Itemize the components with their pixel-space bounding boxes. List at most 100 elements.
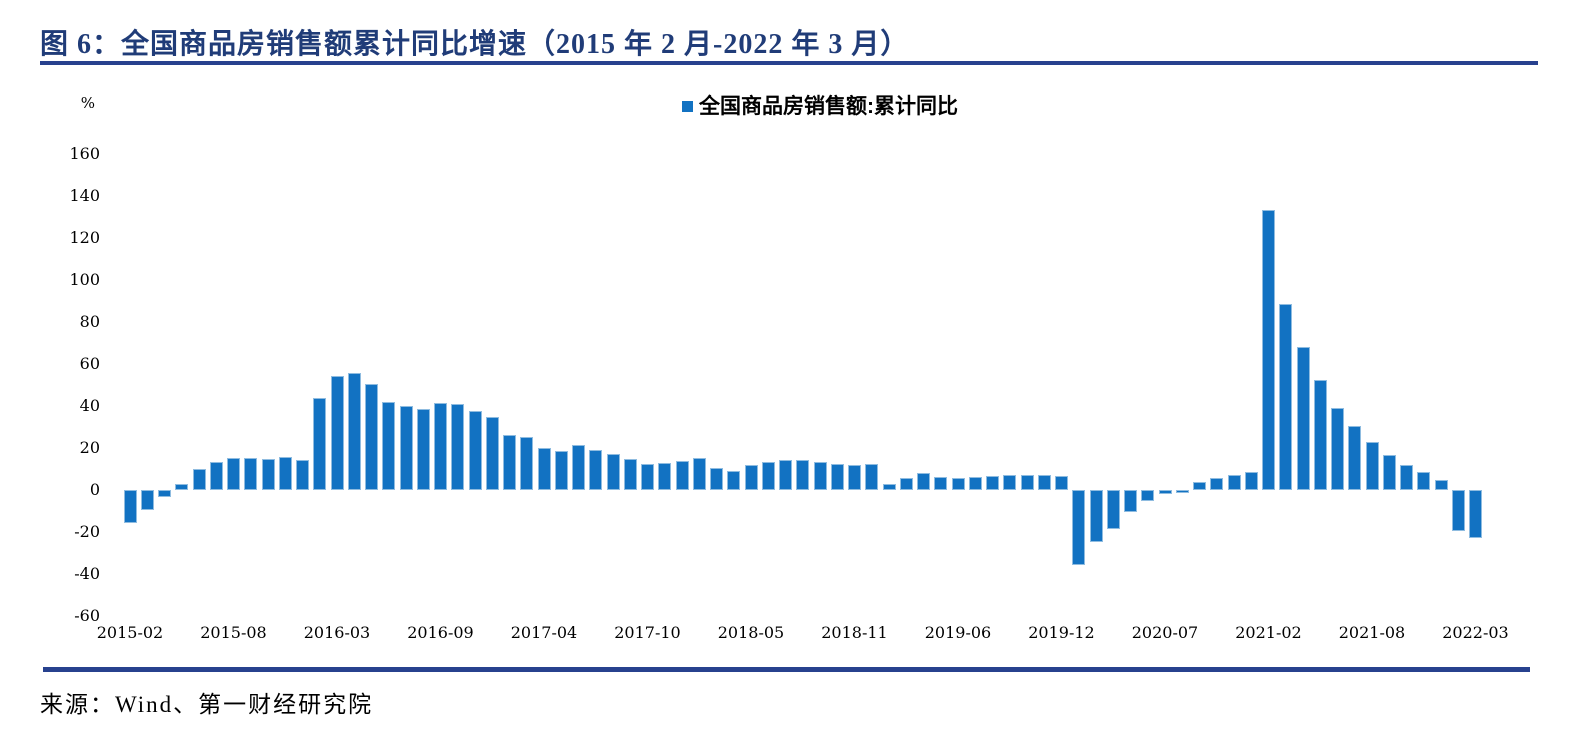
bar-2018-05	[744, 465, 758, 490]
x-tick-label: 2016-09	[407, 623, 474, 642]
bar-2017-08	[606, 453, 620, 490]
bar-2017-03	[520, 437, 534, 490]
bar-2017-06	[572, 444, 585, 490]
bar-2016-11	[468, 411, 482, 491]
x-tick-label: 2016-03	[303, 623, 371, 642]
source-text: 来源：Wind、第一财经研究院	[40, 692, 374, 717]
x-tick-label: 2018-11	[821, 623, 888, 642]
y-axis-unit-label: %	[80, 94, 95, 112]
bar-2021-09	[1382, 455, 1396, 490]
x-tick-label: 2019-06	[924, 623, 992, 642]
bar-2019-11	[1037, 474, 1051, 490]
y-tick-label: 140	[69, 186, 100, 205]
bar-2021-02	[1262, 209, 1275, 490]
bar-2015-12	[296, 459, 309, 490]
bar-2016-09	[434, 403, 447, 490]
x-tick-label: 2019-12	[1028, 623, 1095, 642]
bar-2015-05	[175, 483, 189, 490]
bar-2018-08	[796, 459, 810, 491]
bar-2015-11	[278, 457, 292, 490]
bar-2019-08	[986, 475, 999, 490]
bar-2016-08	[416, 408, 430, 490]
bar-2020-03	[1089, 490, 1103, 542]
bar-2015-06	[192, 469, 206, 490]
bar-2019-04	[917, 473, 930, 490]
bar-2018-09	[813, 462, 827, 490]
x-tick-label: 2015-08	[200, 623, 267, 642]
y-tick-label: 0	[89, 480, 100, 499]
bar-2020-02	[1072, 490, 1086, 566]
bar-2021-06	[1331, 408, 1344, 490]
y-tick-label: 80	[79, 312, 100, 331]
y-tick-label: 60	[79, 354, 100, 373]
bar-2019-09	[1003, 475, 1017, 490]
y-tick-label: -60	[74, 606, 100, 625]
bar-2021-07	[1348, 425, 1362, 490]
bar-2021-12	[1434, 479, 1448, 490]
y-tick-label: -40	[74, 564, 100, 583]
bar-2021-04	[1296, 346, 1310, 490]
y-tick-label: 20	[79, 438, 100, 457]
bar-2017-09	[623, 459, 637, 490]
bar-2017-07	[589, 450, 603, 490]
bar-2015-10	[261, 458, 275, 490]
bar-2015-02	[123, 490, 137, 524]
title-divider-rule	[40, 61, 1538, 65]
bar-2021-11	[1417, 472, 1431, 490]
bar-2017-11	[658, 463, 672, 490]
bar-2019-10	[1020, 474, 1034, 490]
y-tick-label: 100	[69, 270, 100, 289]
bar-2020-06	[1141, 490, 1155, 502]
bar-2015-09	[244, 457, 258, 490]
bar-2021-05	[1313, 380, 1327, 490]
bar-2018-04	[727, 471, 741, 490]
bar-2018-02	[692, 457, 706, 490]
x-tick-label: 2022-03	[1442, 623, 1509, 642]
bar-2018-07	[779, 459, 792, 490]
bar-2021-10	[1400, 465, 1413, 490]
bar-2016-04	[347, 372, 361, 490]
bar-2020-04	[1106, 490, 1120, 530]
bar-2019-07	[968, 477, 982, 490]
bar-2021-08	[1365, 442, 1379, 490]
bar-2020-10	[1210, 477, 1224, 490]
bar-2020-07	[1158, 490, 1172, 495]
bar-2020-09	[1193, 482, 1206, 490]
bar-2019-02	[882, 484, 896, 490]
bar-2016-06	[382, 401, 396, 490]
bar-2017-02	[503, 435, 516, 490]
bar-2020-08	[1175, 490, 1189, 494]
bar-2018-03	[710, 468, 723, 490]
bar-2018-11	[848, 464, 861, 490]
x-tick-label: 2018-05	[717, 623, 785, 642]
bar-2015-07	[209, 461, 223, 490]
bar-2017-04	[537, 447, 551, 490]
x-tick-label: 2021-08	[1338, 623, 1406, 642]
footer-divider-rule	[43, 667, 1530, 672]
figure-title: 图 6：全国商品房销售额累计同比增速（2015 年 2 月-2022 年 3 月…	[40, 29, 910, 60]
bar-2021-03	[1279, 304, 1293, 490]
bar-2016-07	[399, 406, 413, 490]
bar-2020-12	[1244, 471, 1258, 490]
bar-2016-12	[485, 416, 499, 490]
legend-square-icon	[682, 101, 693, 112]
bar-2017-12	[675, 461, 689, 490]
bar-2015-04	[158, 490, 171, 497]
y-tick-label: 160	[69, 144, 100, 163]
bar-2020-05	[1124, 490, 1137, 513]
x-tick-label: 2017-10	[614, 623, 681, 642]
bar-2016-10	[451, 403, 465, 490]
x-tick-label: 2020-07	[1131, 623, 1199, 642]
x-tick-label: 2021-02	[1235, 623, 1302, 642]
bar-2019-06	[951, 478, 965, 490]
bar-2016-03	[330, 376, 344, 490]
bar-2022-02	[1451, 490, 1465, 531]
y-tick-label: 40	[79, 396, 100, 415]
bar-2022-03	[1469, 490, 1482, 538]
legend-label: 全国商品房销售额:累计同比	[699, 95, 958, 118]
bar-2015-08	[227, 457, 240, 490]
bar-2020-11	[1227, 474, 1241, 490]
bar-2016-02	[313, 398, 327, 490]
